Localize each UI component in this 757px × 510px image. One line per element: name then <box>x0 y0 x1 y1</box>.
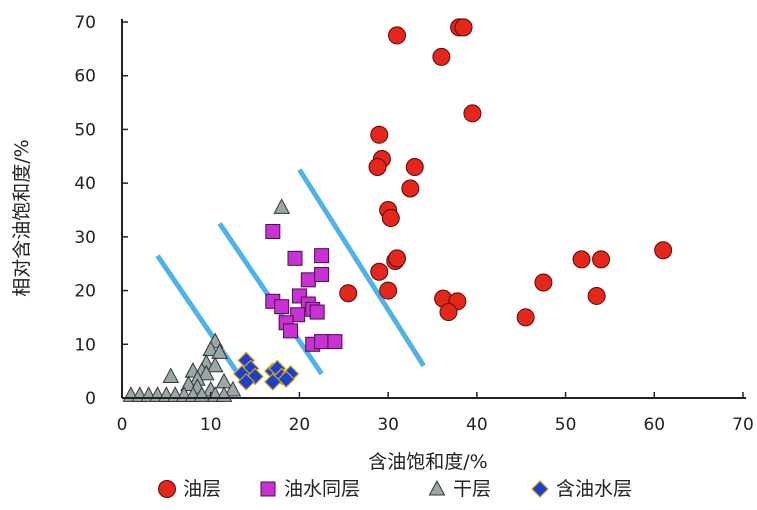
y-tick-label: 50 <box>74 120 96 140</box>
legend-label: 含油水层 <box>556 478 632 500</box>
circle-data-point <box>388 26 407 45</box>
y-tick-label: 40 <box>74 174 96 194</box>
circle-data-point <box>401 179 420 198</box>
x-tick-label: 50 <box>555 415 577 435</box>
x-tick-label: 20 <box>289 415 311 435</box>
legend-marker-square <box>260 481 276 497</box>
y-tick-label: 60 <box>74 67 96 87</box>
square-data-point <box>274 299 290 315</box>
circle-data-point <box>463 104 482 123</box>
triangle-data-point <box>211 343 228 359</box>
circle-data-point <box>339 284 358 303</box>
square-data-point <box>314 266 330 282</box>
diamond-data-point <box>277 370 295 389</box>
y-tick-label: 10 <box>74 335 96 355</box>
x-tick-label: 30 <box>377 415 399 435</box>
legend-label: 干层 <box>453 478 491 500</box>
circle-data-point <box>439 303 458 322</box>
x-tick-label: 10 <box>200 415 222 435</box>
diamond-data-point <box>263 373 282 391</box>
triangle-data-point <box>202 340 220 357</box>
triangle-data-point <box>180 375 197 392</box>
x-tick-label: 70 <box>732 415 754 435</box>
square-data-point <box>327 334 343 350</box>
circle-data-point <box>405 158 424 177</box>
boundary-line <box>297 168 426 368</box>
circle-data-point <box>592 250 611 269</box>
circle-data-point <box>388 249 407 268</box>
triangle-data-point <box>224 380 242 397</box>
square-data-point <box>300 272 316 288</box>
square-data-point <box>287 250 303 266</box>
circle-data-point <box>368 158 387 177</box>
legend: 油层 油水同层 干层 含油水层 <box>158 478 632 500</box>
square-data-point <box>265 223 281 239</box>
diamond-data-point <box>237 373 256 391</box>
circle-data-point <box>654 241 673 260</box>
circle-data-point <box>370 125 389 144</box>
circle-data-point <box>534 273 553 292</box>
triangle-data-point <box>273 198 291 214</box>
legend-marker-circle <box>158 480 176 498</box>
x-tick-label: 0 <box>117 415 128 435</box>
boundary-line <box>155 254 244 381</box>
x-tick-label: 40 <box>466 415 488 435</box>
y-tick-label: 20 <box>74 282 96 302</box>
circle-data-point <box>587 286 606 305</box>
legend-label: 油层 <box>183 478 221 500</box>
circle-data-point <box>572 250 591 269</box>
circle-data-point <box>379 281 398 300</box>
square-data-point <box>309 304 325 320</box>
x-tick-label: 60 <box>643 415 665 435</box>
y-axis-title: 相对含油饱和度/% <box>11 139 33 296</box>
square-data-point <box>314 334 330 350</box>
circle-data-point <box>370 262 389 281</box>
triangle-data-point <box>162 367 180 384</box>
circle-data-point <box>454 18 473 37</box>
triangle-data-point <box>206 356 224 373</box>
circle-data-point <box>381 209 400 228</box>
circle-data-point <box>432 47 451 66</box>
triangle-data-point <box>215 372 233 389</box>
x-axis-title: 含油饱和度/% <box>368 451 487 473</box>
y-tick-label: 70 <box>74 13 96 33</box>
legend-label: 油水同层 <box>284 478 360 500</box>
points-layer <box>122 18 673 402</box>
square-data-point <box>283 323 299 339</box>
square-data-point <box>314 248 330 264</box>
square-data-point <box>290 307 306 323</box>
legend-marker-diamond <box>531 480 549 498</box>
y-tick-label: 30 <box>74 228 96 248</box>
legend-marker-triangle <box>428 479 446 496</box>
triangle-data-point <box>197 364 215 381</box>
circle-data-point <box>516 308 535 327</box>
y-tick-label: 0 <box>85 389 96 409</box>
ticks-layer: 0 10 20 30 40 50 60 70 0 10 20 30 40 50 60 70 <box>74 13 753 435</box>
